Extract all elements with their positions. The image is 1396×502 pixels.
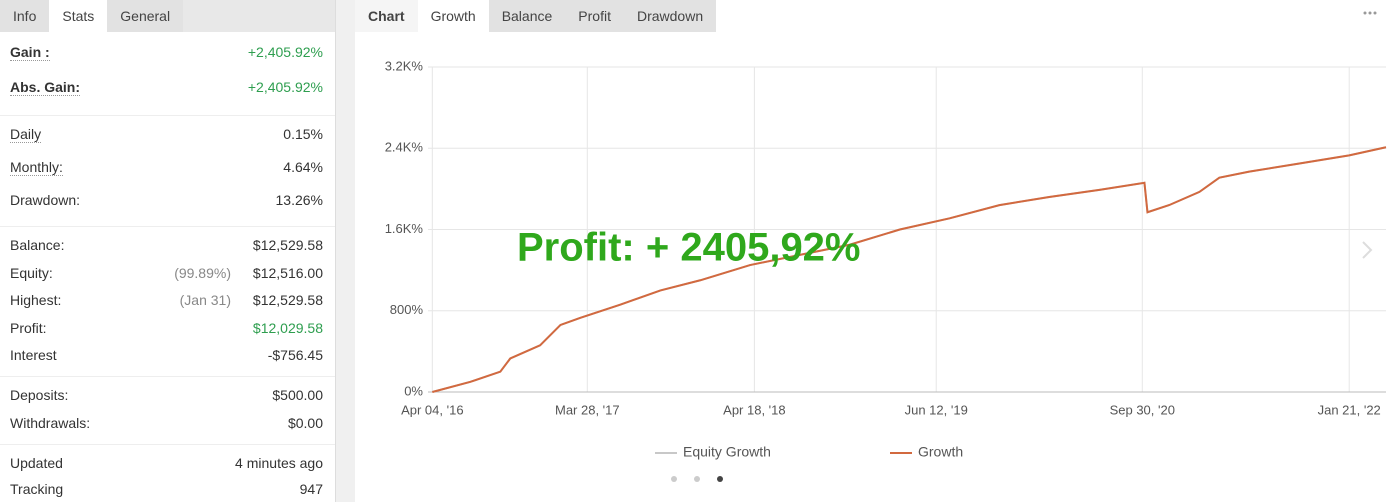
x-tick-label: Apr 04, '16 xyxy=(401,402,463,417)
y-tick-label: 0% xyxy=(404,383,423,398)
stat-label: Highest: xyxy=(10,292,62,308)
stat-value: $12,029.58 xyxy=(252,319,323,336)
divider xyxy=(0,115,335,116)
stat-value: -$756.45 xyxy=(267,347,323,363)
stat-label: Balance: xyxy=(10,237,65,253)
stat-label: Gain : xyxy=(10,44,50,61)
stat-value: 4.64% xyxy=(283,159,323,175)
stat-value: +2,405.92% xyxy=(247,44,323,60)
page-dot[interactable] xyxy=(694,476,700,482)
stat-value: 0.15% xyxy=(283,126,323,142)
stat-row: Drawdown: 13.26% xyxy=(10,192,323,208)
menu-dots[interactable] xyxy=(1363,11,1377,15)
stat-label: Abs. Gain: xyxy=(10,79,81,96)
stat-value: $12,529.58 xyxy=(252,292,323,308)
tab[interactable]: Stats xyxy=(49,0,108,32)
stat-row: Updated 4 minutes ago xyxy=(10,455,323,471)
stat-row: Daily 0.15% xyxy=(10,126,323,143)
stat-value: $12,516.00 xyxy=(252,264,323,281)
tab-bar: Chart Growth Balance Profit Drawdown xyxy=(355,0,717,32)
tab[interactable]: Drawdown xyxy=(623,0,717,32)
legend-label[interactable]: Equity Growth xyxy=(683,444,771,460)
chart-panel: Chart Growth Balance Profit Drawdown 0% 800% 1… xyxy=(355,0,1396,502)
stat-row: Balance: $12,529.58 xyxy=(10,237,323,253)
stat-row: Interest -$756.45 xyxy=(10,347,323,363)
legend-label[interactable]: Growth xyxy=(918,444,963,460)
tab[interactable]: General xyxy=(107,0,184,32)
y-tick-label: 1.6K% xyxy=(385,221,424,236)
stat-label: Monthly: xyxy=(10,159,63,176)
tab[interactable]: Profit xyxy=(565,0,624,32)
page-dot[interactable] xyxy=(717,476,723,482)
divider xyxy=(0,375,335,377)
x-tick-label: Jun 12, '19 xyxy=(905,402,968,417)
stat-label: Withdrawals: xyxy=(10,414,91,431)
stat-row: Tracking 947 xyxy=(10,481,323,497)
stat-value: $500.00 xyxy=(272,386,323,403)
divider xyxy=(0,226,335,227)
stat-label: Updated xyxy=(10,454,63,471)
stat-value: 947 xyxy=(299,480,323,497)
y-tick-label: 2.4K% xyxy=(385,140,424,155)
stat-row: Equity: (99.89%) $12,516.00 xyxy=(10,265,323,281)
stat-value: 4 minutes ago xyxy=(235,454,323,471)
tab[interactable]: Balance xyxy=(488,0,566,32)
stat-label: Deposits: xyxy=(10,386,69,403)
stat-label: Drawdown: xyxy=(10,192,81,208)
stat-label: Profit: xyxy=(10,319,47,336)
stat-note: (Jan 31) xyxy=(179,292,231,308)
stat-label: Equity: xyxy=(10,264,53,281)
stat-row: Monthly: 4.64% xyxy=(10,159,323,176)
stat-value: +2,405.92% xyxy=(247,79,323,95)
x-tick-label: Mar 28, '17 xyxy=(555,402,620,417)
stat-value: 13.26% xyxy=(275,192,323,208)
stat-label: Tracking xyxy=(10,480,64,497)
stat-value: $12,529.58 xyxy=(252,237,323,253)
x-tick-label: Sep 30, '20 xyxy=(1110,402,1175,417)
stat-row: Deposits: $500.00 xyxy=(10,387,323,403)
stat-note: (99.89%) xyxy=(174,264,231,281)
stat-row: Abs. Gain: +2,405.92% xyxy=(10,79,323,96)
tab[interactable]: Info xyxy=(0,0,50,32)
x-tick-label: Jan 21, '22 xyxy=(1318,402,1381,417)
stat-row: Profit: $12,029.58 xyxy=(10,320,323,336)
stats-panel: Info Stats General Gain : +2,405.92% Abs. Ga… xyxy=(0,0,336,502)
stat-row: Withdrawals: $0.00 xyxy=(10,415,323,431)
tab[interactable]: Growth xyxy=(417,0,489,32)
tab[interactable]: Chart xyxy=(355,0,418,32)
annotation: Profit: + 2405,92% xyxy=(517,226,861,270)
divider xyxy=(0,443,335,445)
series-line xyxy=(432,146,1387,393)
next-arrow[interactable] xyxy=(1362,241,1373,259)
stat-value: $0.00 xyxy=(287,414,323,431)
x-tick-label: Apr 18, '18 xyxy=(723,402,785,417)
y-tick-label: 3.2K% xyxy=(385,58,424,73)
y-tick-label: 800% xyxy=(390,302,424,317)
stat-label: Interest xyxy=(10,347,57,363)
page-dot[interactable] xyxy=(671,476,677,482)
tab-bar: Info Stats General xyxy=(0,0,335,32)
stat-row: Highest: (Jan 31) $12,529.58 xyxy=(10,292,323,308)
series-line xyxy=(432,146,1387,393)
chart: 0% 800% 1.6K% 2.4K% 3.2K% Apr 04, '16 Mar 28, … xyxy=(385,11,1387,482)
stat-label: Daily xyxy=(10,126,42,143)
stat-row: Gain : +2,405.92% xyxy=(10,44,323,61)
